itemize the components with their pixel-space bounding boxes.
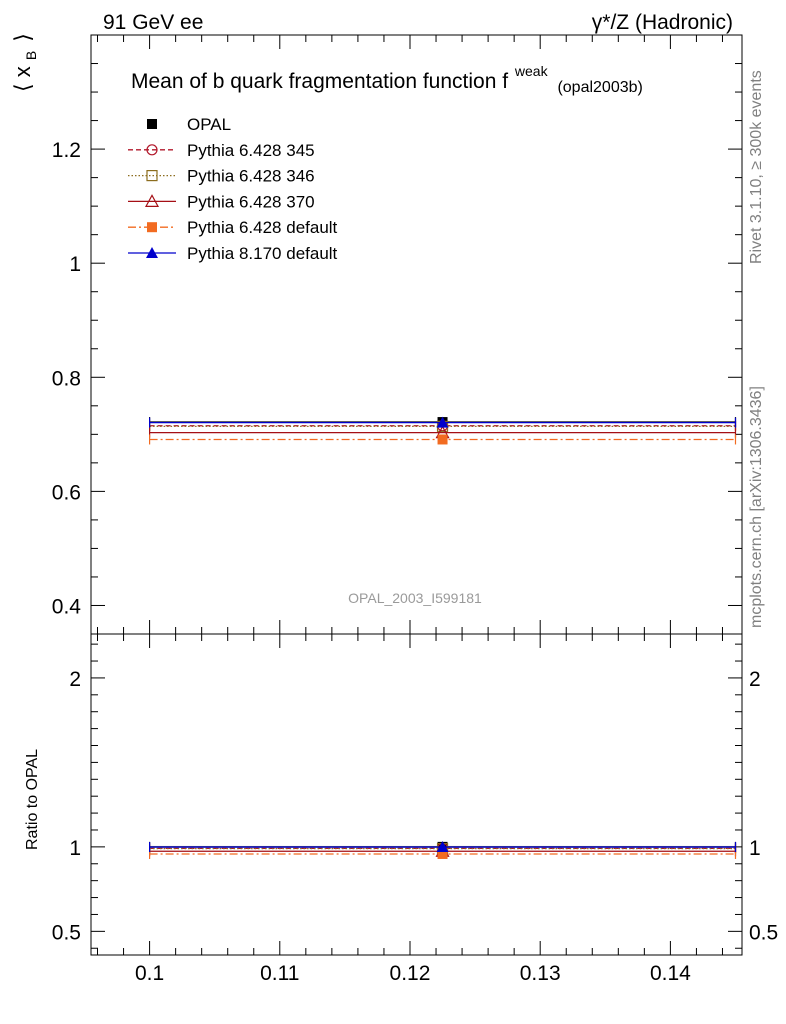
legend-item: Pythia 6.428 370 — [128, 192, 315, 211]
analysis-watermark: OPAL_2003_I599181 — [348, 590, 482, 606]
ratio-ylabel: Ratio to OPAL — [24, 749, 41, 850]
legend-label: OPAL — [187, 115, 231, 134]
series-pythia-8-170-default — [148, 841, 737, 853]
legend-item: Pythia 6.428 default — [128, 218, 338, 237]
ratio-ytick-label-right: 2 — [749, 668, 761, 691]
series-marker — [146, 144, 158, 156]
series-marker — [436, 841, 449, 853]
legend-item: Pythia 6.428 345 — [128, 141, 315, 160]
series-marker — [147, 222, 157, 233]
ratio-ytick-label-right: 0.5 — [749, 921, 778, 944]
main-series-group — [148, 416, 737, 445]
series-marker — [147, 119, 157, 129]
chart-title-sup: weak — [514, 63, 549, 79]
legend-label: Pythia 6.428 370 — [187, 192, 315, 211]
main-axis-ticks: 0.4 0.6 0.8 1 1.2 — [52, 63, 742, 635]
legend-item: Pythia 8.170 default — [128, 244, 338, 263]
main-ytick-label: 0.4 — [52, 595, 82, 618]
main-ylabel-sub: B — [23, 51, 39, 60]
ratio-ytick-label-left: 0.5 — [52, 921, 81, 944]
rivet-label: Rivet 3.1.10, ≥ 300k events — [748, 70, 765, 264]
ratio-panel-frame — [90, 633, 743, 956]
process-label: γ*/Z (Hadronic) — [592, 11, 733, 34]
x-axis-ticks: 0.1 0.11 0.12 0.13 0.14 — [97, 35, 723, 985]
xtick-label: 0.13 — [520, 962, 561, 985]
legend: OPAL Pythia 6.428 345 Pythia 6.428 346 Pyth… — [128, 115, 338, 263]
chart-title: Mean of b quark fragmentation function f… — [131, 58, 643, 96]
series-marker — [144, 194, 160, 207]
legend-item: OPAL — [147, 115, 231, 134]
xtick-label: 0.11 — [260, 962, 299, 985]
chart-title-main: Mean of b quark fragmentation function f — [131, 70, 508, 93]
legend-label: Pythia 6.428 346 — [187, 167, 315, 186]
chart-title-sub: (opal2003b) — [557, 79, 642, 96]
legend-label: Pythia 6.428 345 — [187, 141, 315, 160]
legend-item: Pythia 6.428 346 — [128, 167, 315, 186]
energy-label: 91 GeV ee — [103, 11, 203, 34]
main-ylabel-open: ⟨ x — [10, 66, 35, 92]
xtick-label: 0.14 — [650, 962, 691, 985]
legend-label: Pythia 6.428 default — [187, 218, 338, 237]
legend-label: Pythia 8.170 default — [187, 244, 338, 263]
series-pythia-8-170-default — [148, 416, 737, 428]
ratio-ytick-label-left: 1 — [69, 837, 81, 860]
xtick-label: 0.12 — [390, 962, 431, 985]
series-marker — [437, 434, 448, 445]
main-ylabel: ⟨ x B ⟩ — [10, 33, 41, 92]
main-ytick-label: 1.2 — [52, 139, 81, 162]
main-ylabel-close: ⟩ — [10, 33, 35, 42]
main-ytick-label: 0.6 — [52, 481, 81, 504]
xtick-label: 0.1 — [135, 962, 164, 985]
series-marker — [146, 247, 158, 258]
series-marker — [146, 170, 158, 182]
mcplots-label: mcplots.cern.ch [arXiv:1306.3436] — [748, 386, 765, 628]
ratio-ytick-label-left: 2 — [69, 668, 81, 691]
series-marker — [437, 848, 448, 859]
series-pythia-6-428-default — [148, 434, 737, 445]
ratio-axis-ticks: 0.5 0.5 1 1 2 2 — [52, 643, 778, 949]
main-ytick-label: 1 — [69, 253, 81, 276]
ratio-ytick-label-right: 1 — [749, 837, 761, 860]
series-marker — [436, 416, 449, 428]
main-ytick-label: 0.8 — [52, 367, 81, 390]
ratio-series-group — [148, 841, 737, 859]
